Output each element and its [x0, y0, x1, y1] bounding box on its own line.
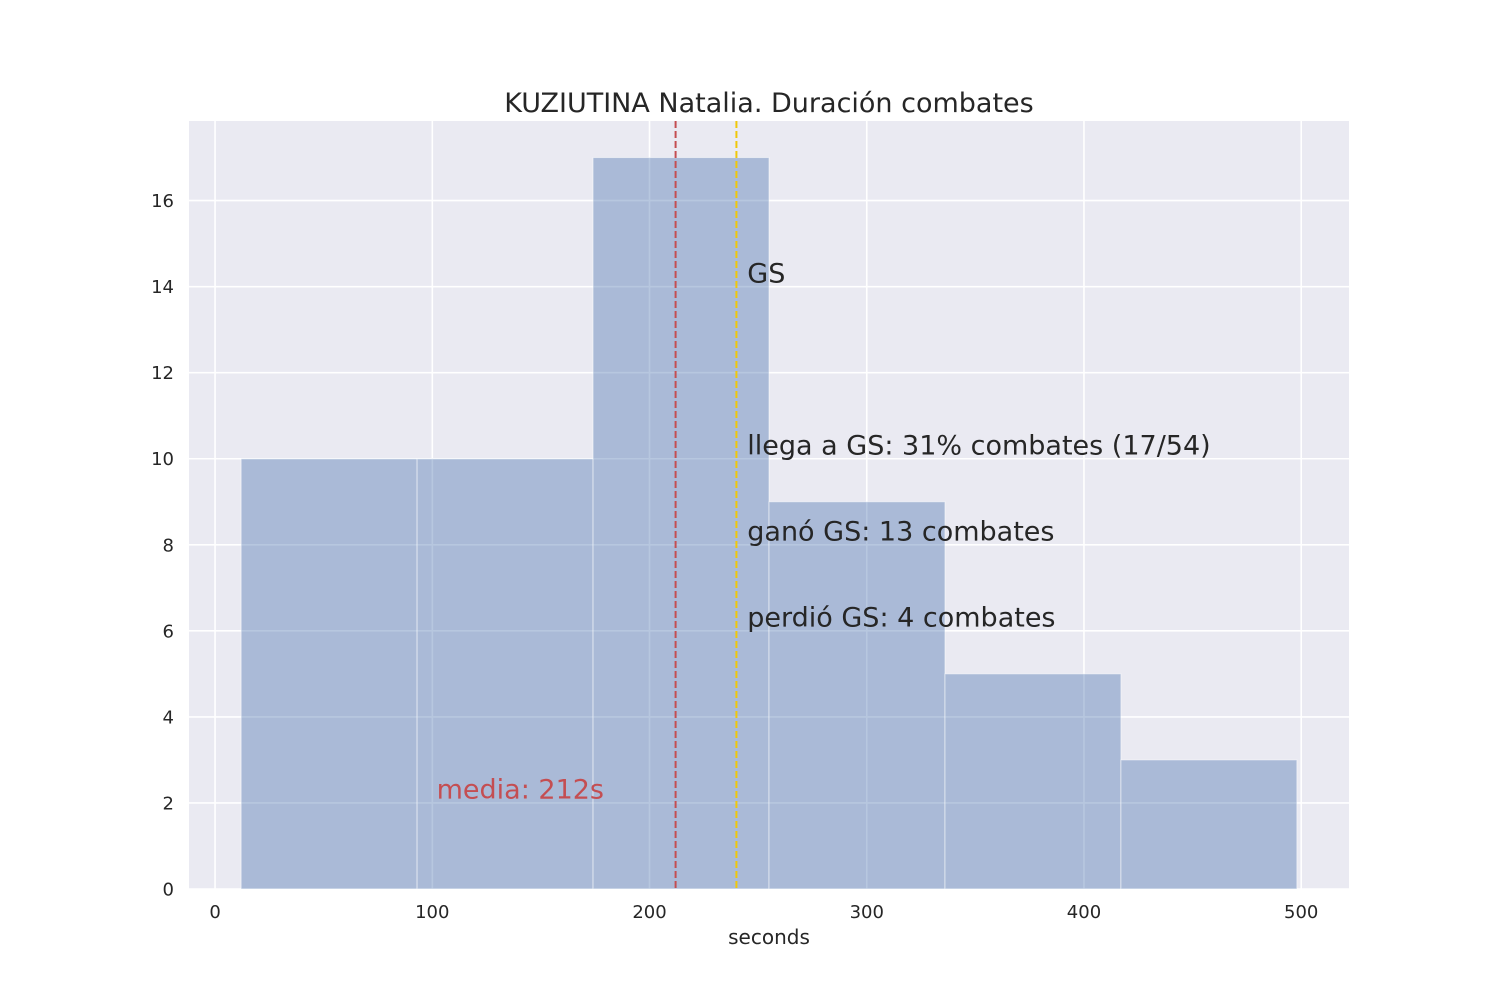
- y-tick-label-7: 14: [151, 277, 174, 298]
- histogram-bar-1: [416, 458, 594, 890]
- histogram-bar-0: [240, 458, 418, 890]
- x-tick-label-3: 300: [850, 902, 884, 923]
- annotation-4: media: 212s: [437, 775, 604, 806]
- y-tick-label-8: 16: [151, 191, 174, 212]
- histogram-bar-3: [768, 501, 946, 890]
- chart-title: KUZIUTINA Natalia. Duración combates: [504, 88, 1034, 119]
- bars: [240, 157, 1298, 890]
- y-tick-labels: 0 2 4 6 8 10 12 14 16: [151, 191, 174, 900]
- y-tick-label-1: 2: [163, 793, 174, 814]
- histogram-bar-5: [1120, 759, 1298, 890]
- x-tick-label-4: 400: [1067, 902, 1101, 923]
- x-tick-label-0: 0: [209, 902, 220, 923]
- x-tick-label-1: 100: [415, 902, 449, 923]
- histogram-bar-2: [592, 157, 770, 890]
- x-tick-label-5: 500: [1284, 902, 1318, 923]
- y-tick-label-5: 10: [151, 449, 174, 470]
- annotation-0: GS: [747, 258, 785, 289]
- x-tick-labels: 0 100 200 300 400 500: [209, 902, 1318, 923]
- annotations: GS llega a GS: 31% combates (17/54) ganó G…: [437, 258, 1211, 805]
- annotation-1: llega a GS: 31% combates (17/54): [747, 430, 1210, 461]
- histogram-bar-4: [944, 673, 1122, 890]
- y-tick-label-6: 12: [151, 363, 174, 384]
- annotation-3: perdió GS: 4 combates: [747, 603, 1055, 634]
- x-tick-label-2: 200: [632, 902, 666, 923]
- y-tick-label-0: 0: [163, 880, 174, 901]
- x-axis-title: seconds: [728, 925, 810, 949]
- y-tick-label-4: 8: [163, 535, 174, 556]
- reference-lines: [674, 121, 738, 889]
- y-tick-label-3: 6: [163, 621, 174, 642]
- y-tick-label-2: 4: [163, 707, 174, 728]
- annotation-2: ganó GS: 13 combates: [747, 516, 1054, 547]
